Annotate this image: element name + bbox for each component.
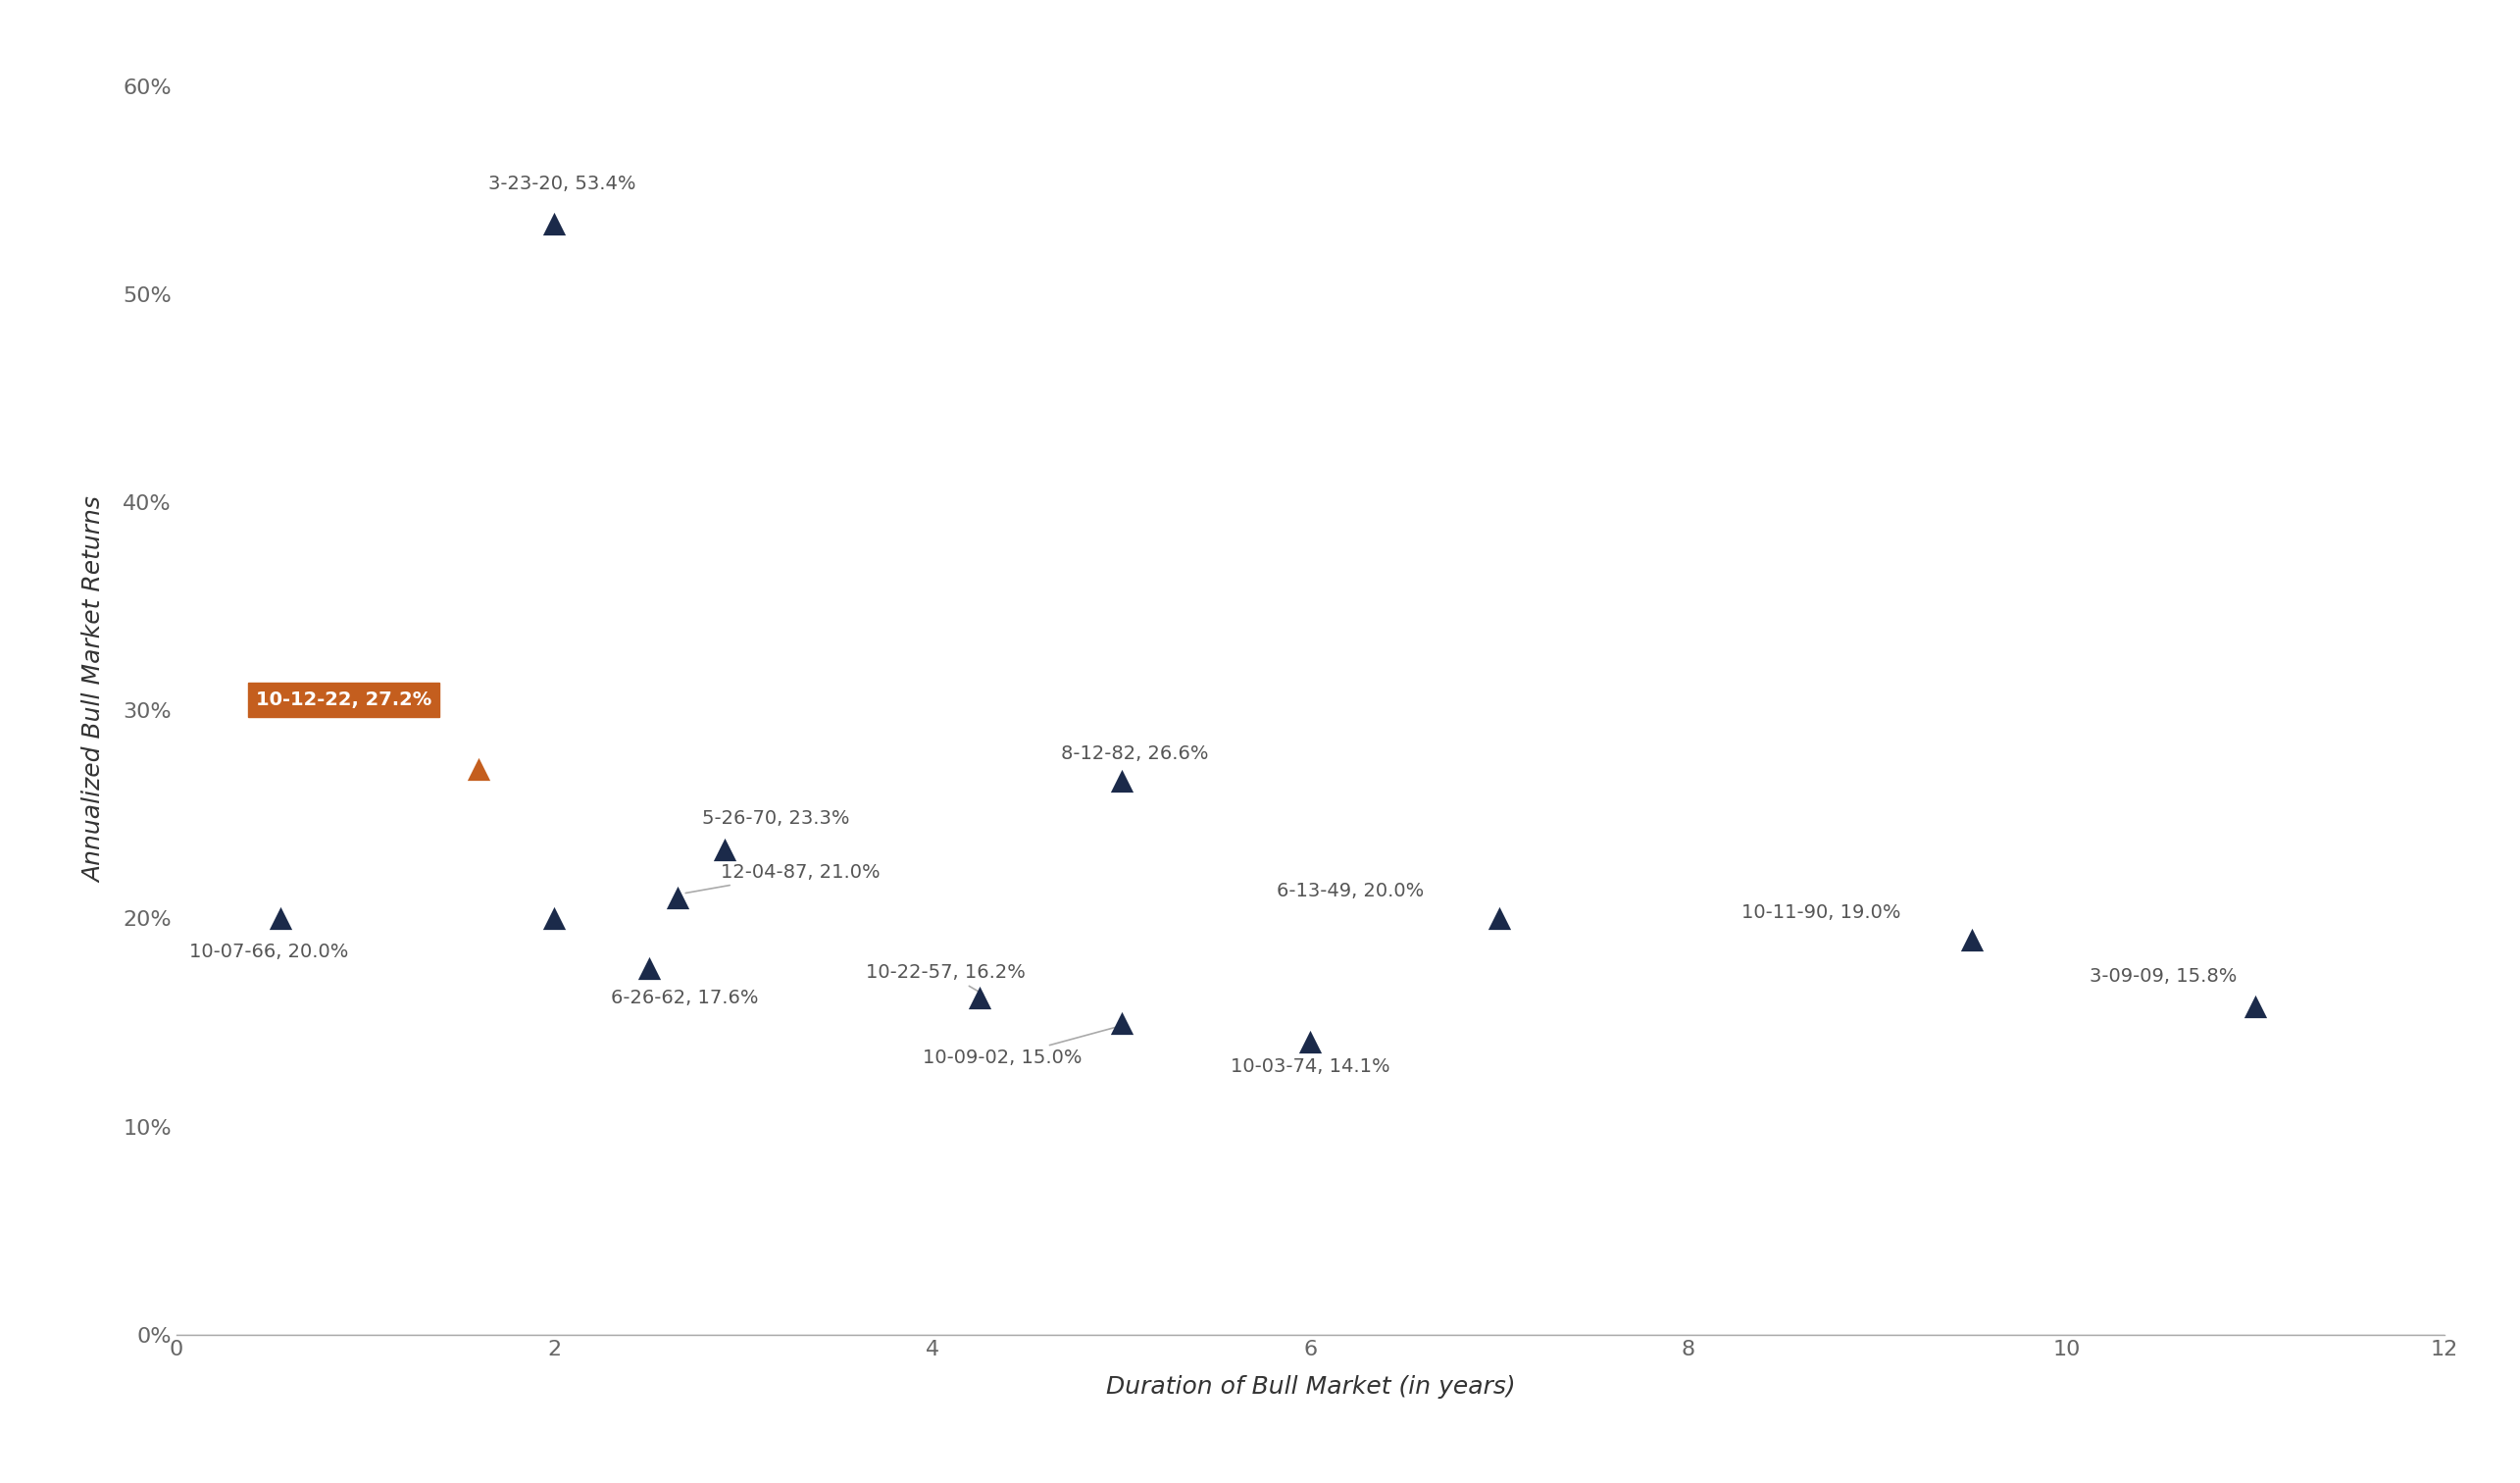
Text: 10-09-02, 15.0%: 10-09-02, 15.0%	[922, 1028, 1114, 1068]
Point	[459, 756, 499, 780]
Text: 12-04-87, 21.0%: 12-04-87, 21.0%	[685, 863, 879, 893]
Text: 6-13-49, 20.0%: 6-13-49, 20.0%	[1278, 882, 1424, 900]
Point	[706, 838, 746, 862]
Point	[658, 885, 698, 909]
Point	[1101, 770, 1142, 793]
Text: 10-07-66, 20.0%: 10-07-66, 20.0%	[189, 943, 348, 961]
Point	[2235, 994, 2276, 1017]
Point	[534, 906, 575, 930]
Point	[630, 957, 670, 980]
Text: 8-12-82, 26.6%: 8-12-82, 26.6%	[1061, 744, 1210, 764]
Point	[1290, 1029, 1331, 1053]
Text: 10-22-57, 16.2%: 10-22-57, 16.2%	[867, 964, 1026, 994]
Point	[534, 212, 575, 236]
Text: 10-12-22, 27.2%: 10-12-22, 27.2%	[257, 691, 431, 709]
Text: 10-11-90, 19.0%: 10-11-90, 19.0%	[1741, 903, 1900, 921]
Point	[1101, 1011, 1142, 1035]
Point	[960, 986, 1000, 1010]
Point	[1479, 906, 1520, 930]
Text: 3-23-20, 53.4%: 3-23-20, 53.4%	[489, 175, 635, 193]
Text: 3-09-09, 15.8%: 3-09-09, 15.8%	[2089, 967, 2238, 986]
Point	[260, 906, 300, 930]
Y-axis label: Annualized Bull Market Returns: Annualized Bull Market Returns	[83, 497, 106, 882]
Text: 6-26-62, 17.6%: 6-26-62, 17.6%	[612, 988, 759, 1007]
X-axis label: Duration of Bull Market (in years): Duration of Bull Market (in years)	[1106, 1375, 1515, 1398]
Point	[1953, 927, 1993, 951]
Text: 10-03-74, 14.1%: 10-03-74, 14.1%	[1232, 1044, 1391, 1075]
Text: 5-26-70, 23.3%: 5-26-70, 23.3%	[701, 810, 849, 828]
